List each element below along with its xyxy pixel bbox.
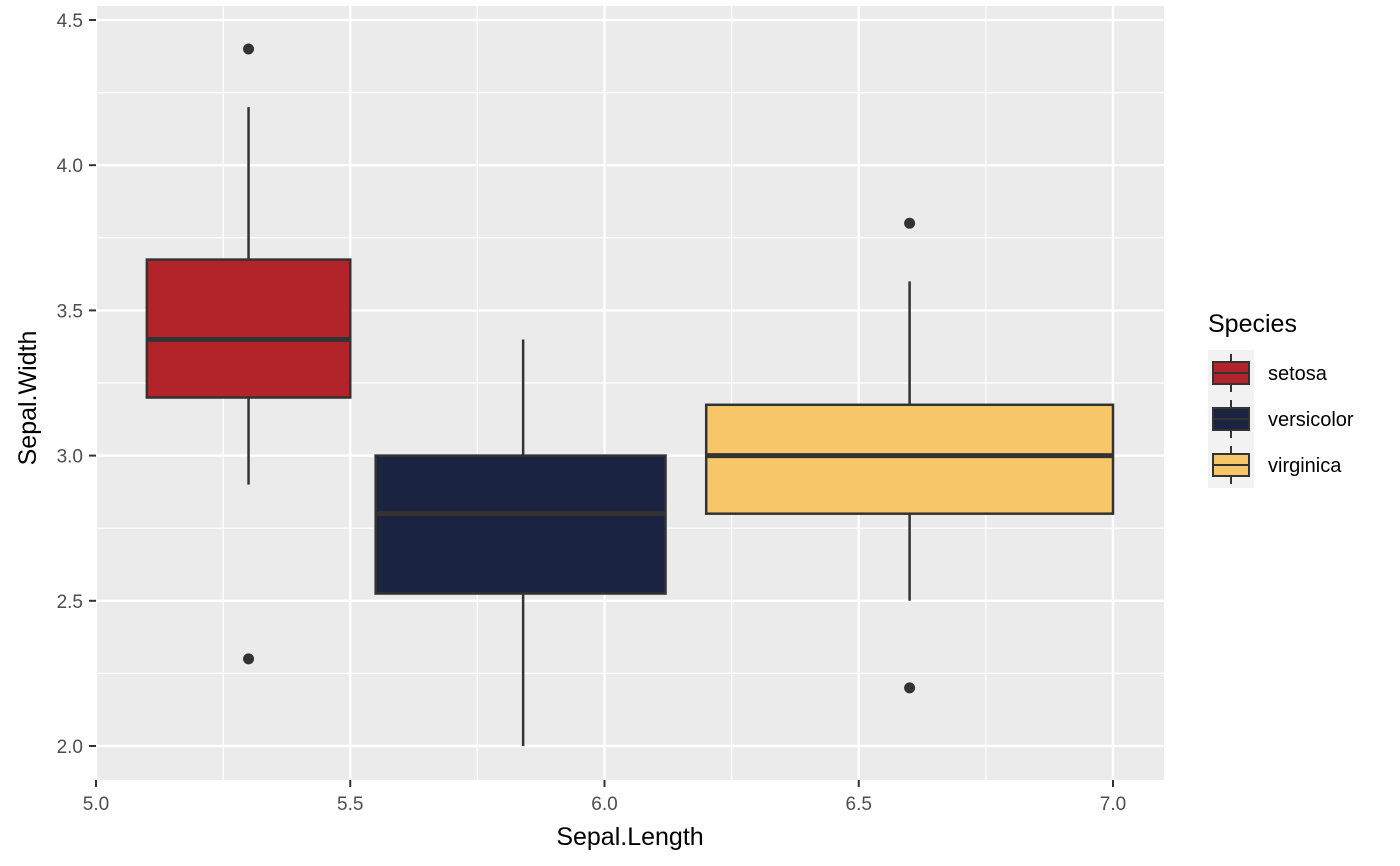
y-tick-label: 3.5 — [57, 301, 83, 322]
x-axis-title: Sepal.Length — [556, 823, 703, 851]
legend-label: versicolor — [1268, 409, 1354, 431]
box-versicolor — [374, 339, 667, 746]
y-tick-label: 4.0 — [57, 156, 83, 177]
legend-item-setosa: setosa — [1208, 350, 1328, 396]
y-tick-label: 2.0 — [57, 737, 83, 758]
legend-label: virginica — [1268, 455, 1342, 477]
y-axis-title: Sepal.Width — [14, 331, 42, 466]
outlier-point — [243, 43, 255, 55]
legend-item-versicolor: versicolor — [1208, 396, 1354, 442]
box-iqr — [145, 258, 352, 399]
legend: setosa versicolor virginica — [1208, 350, 1354, 488]
x-tick-label: 5.0 — [83, 794, 109, 815]
y-tick-label: 2.5 — [57, 592, 83, 613]
x-tick-label: 5.5 — [337, 794, 363, 815]
y-tick-label: 3.0 — [57, 447, 83, 468]
legend-item-virginica: virginica — [1208, 442, 1342, 488]
box-iqr — [374, 454, 667, 595]
box-series — [145, 43, 1115, 746]
legend-title: Species — [1208, 310, 1297, 338]
outlier-point — [904, 217, 916, 229]
box-virginica — [704, 217, 1115, 694]
axes: 5.0 5.5 6.0 6.5 7.0 2.0 2.5 3.0 3.5 4.0 4.5 — [57, 11, 1127, 815]
y-tick-label: 4.5 — [57, 11, 83, 32]
x-tick-label: 6.5 — [846, 794, 872, 815]
legend-label: setosa — [1268, 363, 1328, 385]
box-iqr — [704, 403, 1115, 515]
box-setosa — [145, 43, 352, 665]
x-tick-label: 7.0 — [1100, 794, 1126, 815]
outlier-point — [243, 653, 255, 665]
grid-lines — [94, 6, 1164, 820]
x-tick-label: 6.0 — [591, 794, 617, 815]
outlier-point — [904, 682, 916, 694]
